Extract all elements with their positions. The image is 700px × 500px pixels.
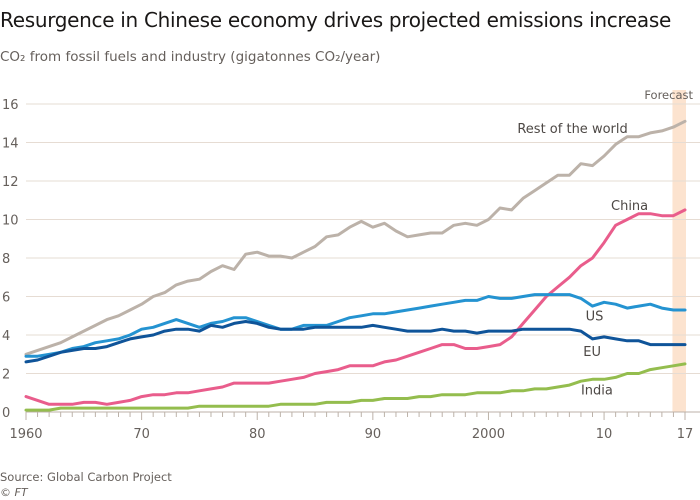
series-line-china <box>24 208 687 406</box>
series-label: EU <box>583 345 601 360</box>
y-tick-label: 12 <box>2 175 19 190</box>
series-label: China <box>611 199 648 214</box>
x-tick-label: 90 <box>365 427 382 442</box>
y-tick-label: 8 <box>2 252 10 267</box>
x-tick-label: 2000 <box>472 427 505 442</box>
x-tick-label: 80 <box>249 427 266 442</box>
copyright-credit: © FT <box>0 486 28 499</box>
y-tick-label: 14 <box>2 137 19 152</box>
y-tick-label: 10 <box>2 214 19 229</box>
series-line-rest-of-the-world <box>24 119 687 356</box>
y-tick-label: 0 <box>2 406 10 421</box>
source-note: Source: Global Carbon Project <box>0 470 172 484</box>
x-tick-label: 17 <box>677 427 694 442</box>
series-label: US <box>586 310 604 325</box>
forecast-band <box>672 90 686 412</box>
series-label: India <box>581 384 613 399</box>
x-tick-label: 10 <box>596 427 613 442</box>
chart-subtitle: CO₂ from fossil fuels and industry (giga… <box>0 49 381 65</box>
x-tick-label: 70 <box>133 427 150 442</box>
series-line-eu <box>24 320 687 364</box>
series-line-us <box>24 293 687 358</box>
y-tick-label: 4 <box>2 329 10 344</box>
y-tick-label: 2 <box>2 368 10 383</box>
x-tick-label: 1960 <box>9 427 42 442</box>
chart-title: Resurgence in Chinese economy drives pro… <box>0 8 671 32</box>
y-tick-label: 6 <box>2 291 10 306</box>
series-label: Rest of the world <box>517 122 627 137</box>
forecast-label: Forecast <box>644 88 693 102</box>
y-tick-label: 16 <box>2 98 19 113</box>
series-line-india <box>24 362 687 412</box>
